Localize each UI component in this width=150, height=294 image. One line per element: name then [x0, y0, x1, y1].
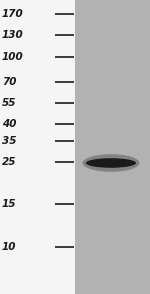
- Text: 70: 70: [2, 77, 16, 87]
- Text: 40: 40: [2, 119, 16, 129]
- Text: 130: 130: [2, 30, 24, 40]
- Text: 55: 55: [2, 98, 16, 108]
- Bar: [75, 0, 150, 294]
- Text: 15: 15: [2, 199, 16, 209]
- Text: 100: 100: [2, 52, 24, 62]
- Ellipse shape: [82, 154, 140, 172]
- Text: 35: 35: [2, 136, 16, 146]
- Text: 25: 25: [2, 157, 16, 167]
- Ellipse shape: [86, 158, 136, 168]
- Text: 170: 170: [2, 9, 24, 19]
- Text: 10: 10: [2, 242, 16, 252]
